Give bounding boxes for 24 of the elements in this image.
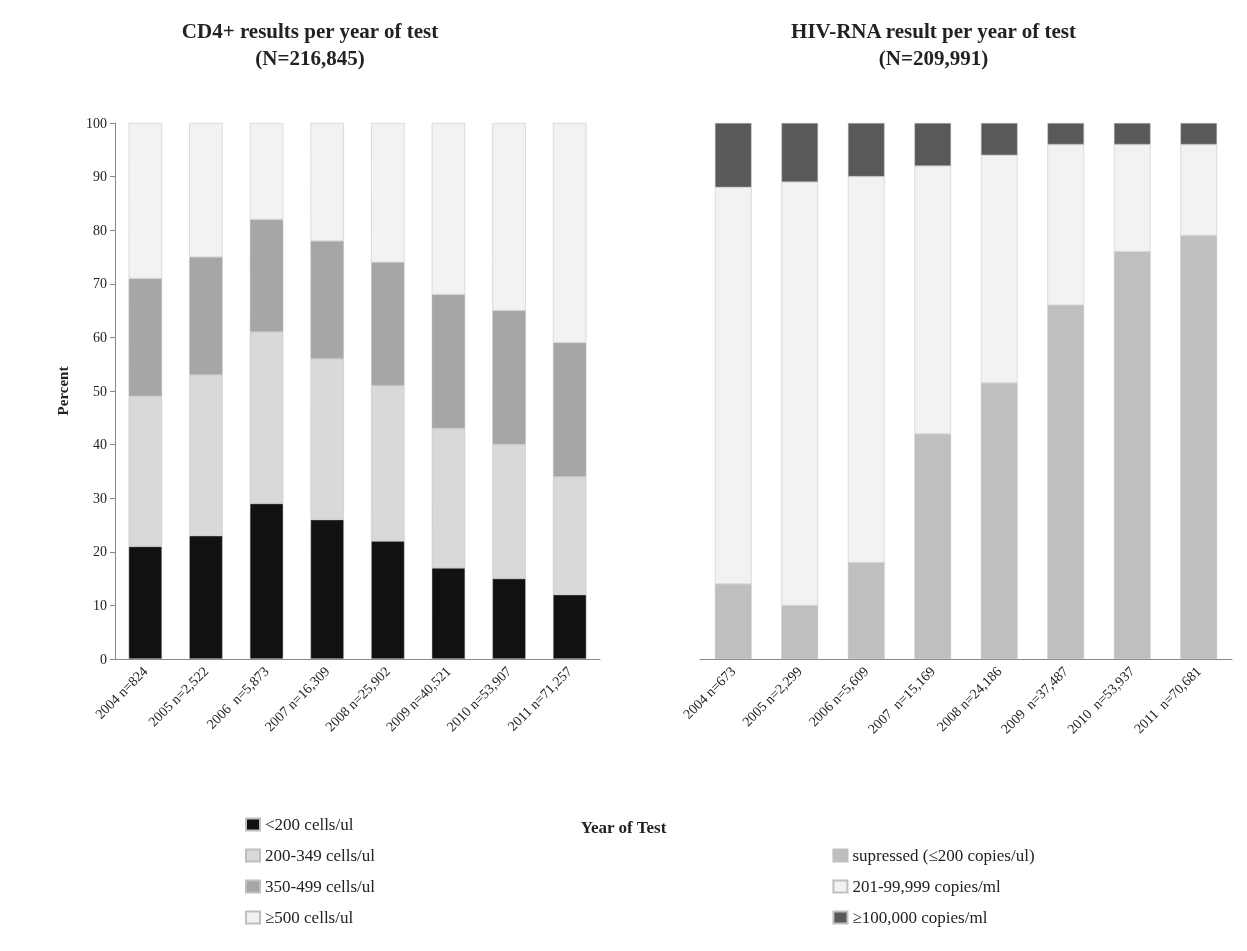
y-tick-label: 100 — [86, 115, 107, 131]
chart-title: CD4+ results per year of test — [181, 18, 439, 43]
legend-label: <200 cells/ul — [264, 815, 354, 834]
y-tick-label: 80 — [93, 222, 107, 238]
y-tick-label: 20 — [93, 544, 107, 560]
y-tick-label: 10 — [93, 597, 107, 613]
legend-label: 350-499 cells/ul — [264, 877, 376, 896]
y-tick-label: 60 — [93, 329, 107, 345]
legend-label: ≥100,000 copies/ml — [852, 908, 988, 927]
y-tick-label: 30 — [93, 490, 107, 506]
legend-label: 201-99,999 copies/ml — [852, 877, 1001, 896]
legend-label: supressed (≤200 copies/ul) — [852, 846, 1035, 865]
legend-label: ≥500 cells/ul — [264, 908, 354, 927]
x-axis-title: Year of Test — [580, 818, 667, 837]
y-axis-title: Percent — [54, 366, 71, 416]
y-tick-label: 50 — [93, 383, 107, 399]
chart-subtitle: (N=216,845) — [255, 45, 365, 70]
y-tick-label: 40 — [93, 437, 107, 453]
chart-subtitle: (N=209,991) — [878, 45, 989, 70]
y-tick-label: 90 — [93, 169, 107, 185]
y-tick-label: 70 — [93, 276, 107, 292]
chart-title: HIV-RNA result per year of test — [791, 18, 1076, 43]
legend-label: 200-349 cells/ul — [264, 846, 376, 865]
y-tick-label: 0 — [100, 651, 107, 667]
